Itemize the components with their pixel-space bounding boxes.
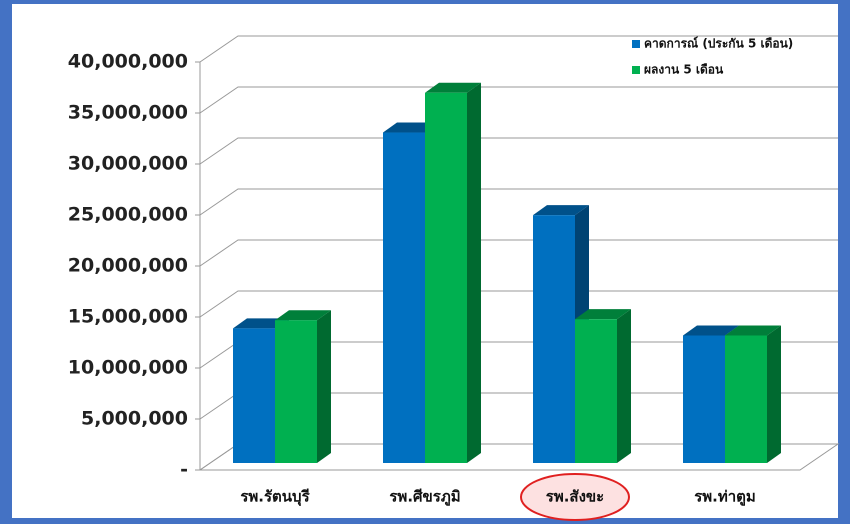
grid-line [199, 86, 838, 114]
bar-front [683, 335, 725, 463]
legend-label: ผลงาน 5 เดือน [644, 63, 724, 77]
y-tick-label: 20,000,000 [68, 255, 188, 277]
bar [275, 310, 331, 463]
bar-top [725, 325, 781, 336]
x-tick-label: รพ.สังขะ [546, 488, 604, 506]
bar-front [233, 328, 275, 463]
x-tick-label: รพ.ท่าตูม [694, 488, 756, 507]
bar [425, 82, 481, 464]
legend-swatch [632, 40, 640, 48]
bar-front [275, 320, 317, 463]
bar-front [425, 92, 467, 464]
grid-line [199, 290, 838, 318]
bar-top [683, 325, 739, 336]
bar-top [533, 205, 589, 216]
bar-front [533, 215, 575, 463]
bar-front [383, 132, 425, 463]
y-tick-label: 25,000,000 [68, 204, 188, 226]
bar-side [467, 82, 481, 464]
highlight [520, 473, 630, 521]
bar-side [317, 310, 331, 463]
bar-front [725, 335, 767, 463]
y-tick-label: - [180, 459, 188, 481]
bar-top [425, 82, 481, 93]
x-tick-label: รพ.ศีขรภูมิ [389, 488, 460, 507]
y-tick-label: 40,000,000 [68, 51, 188, 73]
y-tick-label: 30,000,000 [68, 153, 188, 175]
bar [575, 309, 631, 463]
y-tick-label: 15,000,000 [68, 306, 188, 328]
x-tick-label: รพ.รัตนบุรี [240, 488, 310, 507]
y-tick-label: 5,000,000 [81, 408, 188, 430]
legend-label: คาดการณ์ (ประกัน 5 เดือน) [644, 37, 793, 51]
grid-line [199, 35, 838, 63]
y-tick-label: 10,000,000 [68, 357, 188, 379]
grid-line [199, 188, 838, 216]
legend-swatch [632, 66, 640, 74]
bar-top [575, 309, 631, 320]
bar-top [275, 310, 331, 321]
grid-line [199, 239, 838, 267]
grid-line [199, 137, 838, 165]
bar-side [617, 309, 631, 463]
y-tick-label: 35,000,000 [68, 102, 188, 124]
bar [725, 325, 781, 463]
bar-side [767, 325, 781, 463]
bar-front [575, 319, 617, 463]
